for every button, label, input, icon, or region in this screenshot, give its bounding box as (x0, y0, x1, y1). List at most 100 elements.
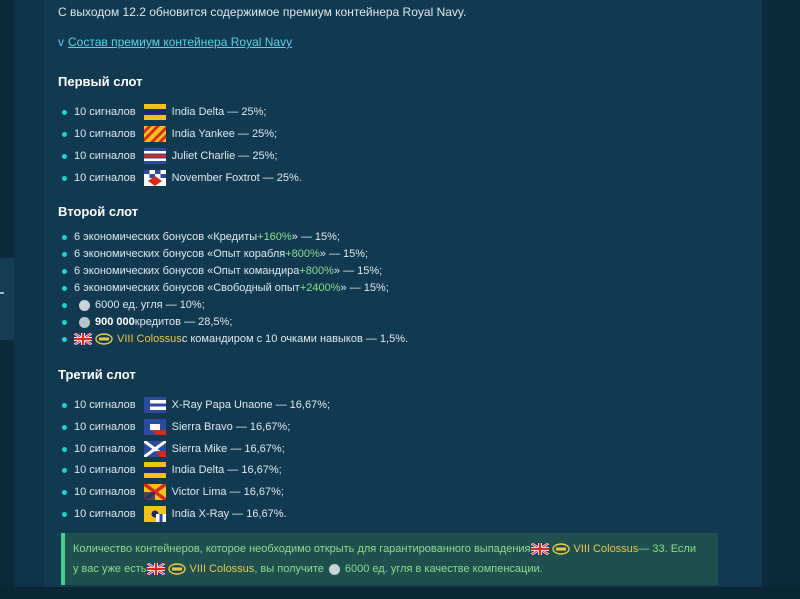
uk-flag-icon (146, 563, 165, 575)
list-item: 10 сигналов Victor Lima — 16,67%; (62, 482, 284, 502)
intro-text: С выходом 12.2 обновится содержимое прем… (58, 5, 467, 19)
bonus-value: +800% (285, 248, 320, 260)
list-item: 10 сигналов Sierra Mike — 16,67%; (62, 439, 285, 459)
note-line-1: Количество контейнеров, которое необходи… (73, 539, 708, 559)
bullet-icon (62, 302, 67, 308)
ship-name[interactable]: VIII Colossus (117, 333, 182, 345)
signal-name: Sierra Bravo — 16,67%; (171, 421, 291, 433)
credits-icon (79, 316, 90, 328)
coal-icon (328, 563, 340, 575)
premium-ship-icon (95, 333, 113, 345)
premium-ship-icon (167, 563, 186, 575)
bullet-icon (62, 319, 67, 325)
bullet-icon (62, 424, 67, 430)
list-item: VIII Colossus с командиром с 10 очками н… (62, 330, 408, 348)
uk-flag-icon (74, 333, 92, 345)
bullet-icon (62, 175, 67, 181)
list-item: 10 сигналов India X-Ray — 16,67%. (62, 504, 287, 524)
november-foxtrot-flag-icon (143, 170, 166, 186)
signal-name: Victor Lima — 16,67%; (171, 486, 284, 498)
signal-count: 10 сигналов (74, 443, 136, 455)
bullet-icon (62, 109, 67, 115)
note-text: — 33. Если (638, 543, 696, 555)
bonus-value: +800% (299, 265, 334, 277)
list-item: 10 сигналов Juliet Charlie — 25%; (62, 146, 277, 166)
slot1-title: Первый слот (58, 74, 143, 89)
signal-name: India Delta — 25%; (171, 106, 267, 118)
coal-text: 6000 ед. угля — 10%; (95, 299, 205, 311)
bullet-icon (62, 131, 67, 137)
bonus-value: +2400% (299, 282, 341, 294)
signal-name: India Yankee — 25%; (171, 128, 278, 140)
bonus-text: 6 экономических бонусов «Кредиты (74, 231, 258, 243)
signal-count: 10 сигналов (74, 399, 136, 411)
bottom-bar (0, 587, 800, 599)
bonus-value: +160% (257, 231, 292, 243)
bullet-icon (62, 234, 67, 240)
sierra-mike-flag-icon (143, 441, 166, 457)
note-text: 6000 ед. угля в качестве компенсации. (344, 563, 543, 575)
list-item: 10 сигналов November Foxtrot — 25%. (62, 168, 302, 188)
signal-name: India Delta — 16,67%; (171, 464, 282, 476)
victor-lima-flag-icon (143, 484, 166, 500)
spoiler-label: Состав премиум контейнера Royal Navy (68, 35, 293, 49)
india-xray-flag-icon (143, 506, 166, 522)
signal-count: 10 сигналов (74, 421, 136, 433)
bullet-icon (62, 285, 67, 291)
list-item: 6 экономических бонусов «Свободный опыт … (62, 279, 389, 297)
note-line-2: у вас уже есть VIII Colossus , вы получи… (73, 559, 708, 579)
coal-icon (79, 299, 90, 311)
bonus-chance: » — 15%; (333, 265, 383, 277)
bonus-text: 6 экономических бонусов «Свободный опыт (74, 282, 300, 294)
signal-name: Juliet Charlie — 25%; (171, 150, 278, 162)
signal-name: X-Ray Papa Unaone — 16,67%; (171, 399, 331, 411)
signal-name: India X-Ray — 16,67%. (171, 508, 287, 520)
sierra-bravo-flag-icon (143, 419, 166, 435)
side-tab-marker (0, 292, 4, 294)
side-tab[interactable] (0, 258, 14, 340)
signal-count: 10 сигналов (74, 128, 136, 140)
bonus-chance: » — 15%; (319, 248, 369, 260)
bullet-icon (62, 511, 67, 517)
list-item: 6 экономических бонусов «Кредиты +160%» … (62, 228, 340, 246)
india-delta-flag-icon (143, 462, 166, 478)
note-text: у вас уже есть (73, 563, 147, 575)
signal-count: 10 сигналов (74, 106, 136, 118)
signal-count: 10 сигналов (74, 150, 136, 162)
signal-name: Sierra Mike — 16,67%; (171, 443, 285, 455)
list-item: 6000 ед. угля — 10%; (62, 296, 205, 314)
premium-ship-icon (551, 543, 570, 555)
list-item: 10 сигналов Sierra Bravo — 16,67%; (62, 417, 290, 437)
bonus-chance: » — 15%; (291, 231, 341, 243)
signal-count: 10 сигналов (74, 172, 136, 184)
signal-name: November Foxtrot — 25%. (171, 172, 302, 184)
bonus-text: 6 экономических бонусов «Опыт корабля (74, 248, 286, 260)
list-item: 10 сигналов India Yankee — 25%; (62, 124, 277, 144)
slot3-title: Третий слот (58, 367, 136, 382)
guarantee-note: Количество контейнеров, которое необходи… (61, 533, 718, 585)
signal-count: 10 сигналов (74, 486, 136, 498)
bullet-icon (62, 489, 67, 495)
credits-text: кредитов — 28,5%; (134, 316, 233, 328)
bullet-icon (62, 268, 67, 274)
right-edge-panel (762, 0, 800, 599)
ship-name[interactable]: VIII Colossus (573, 543, 639, 555)
bullet-icon (62, 402, 67, 408)
india-yankee-flag-icon (143, 126, 166, 142)
bonus-text: 6 экономических бонусов «Опыт командира (74, 265, 300, 277)
container-contents-spoiler[interactable]: v Состав премиум контейнера Royal Navy (58, 35, 292, 49)
india-delta-flag-icon (143, 104, 166, 120)
bullet-icon (62, 467, 67, 473)
list-item: 6 экономических бонусов «Опыт корабля +8… (62, 245, 368, 263)
bonus-chance: » — 15%; (340, 282, 389, 294)
xray-papa-unaone-flag-icon (143, 397, 166, 413)
signal-count: 10 сигналов (74, 464, 136, 476)
chevron-down-icon: v (58, 35, 64, 49)
list-item: 10 сигналов India Delta — 16,67%; (62, 460, 282, 480)
signal-count: 10 сигналов (74, 508, 136, 520)
list-item: 900 000 кредитов — 28,5%; (62, 313, 232, 331)
ship-name[interactable]: VIII Colossus (189, 563, 255, 575)
bullet-icon (62, 251, 67, 257)
bullet-icon (62, 336, 67, 342)
note-text: Количество контейнеров, которое необходи… (73, 543, 531, 555)
